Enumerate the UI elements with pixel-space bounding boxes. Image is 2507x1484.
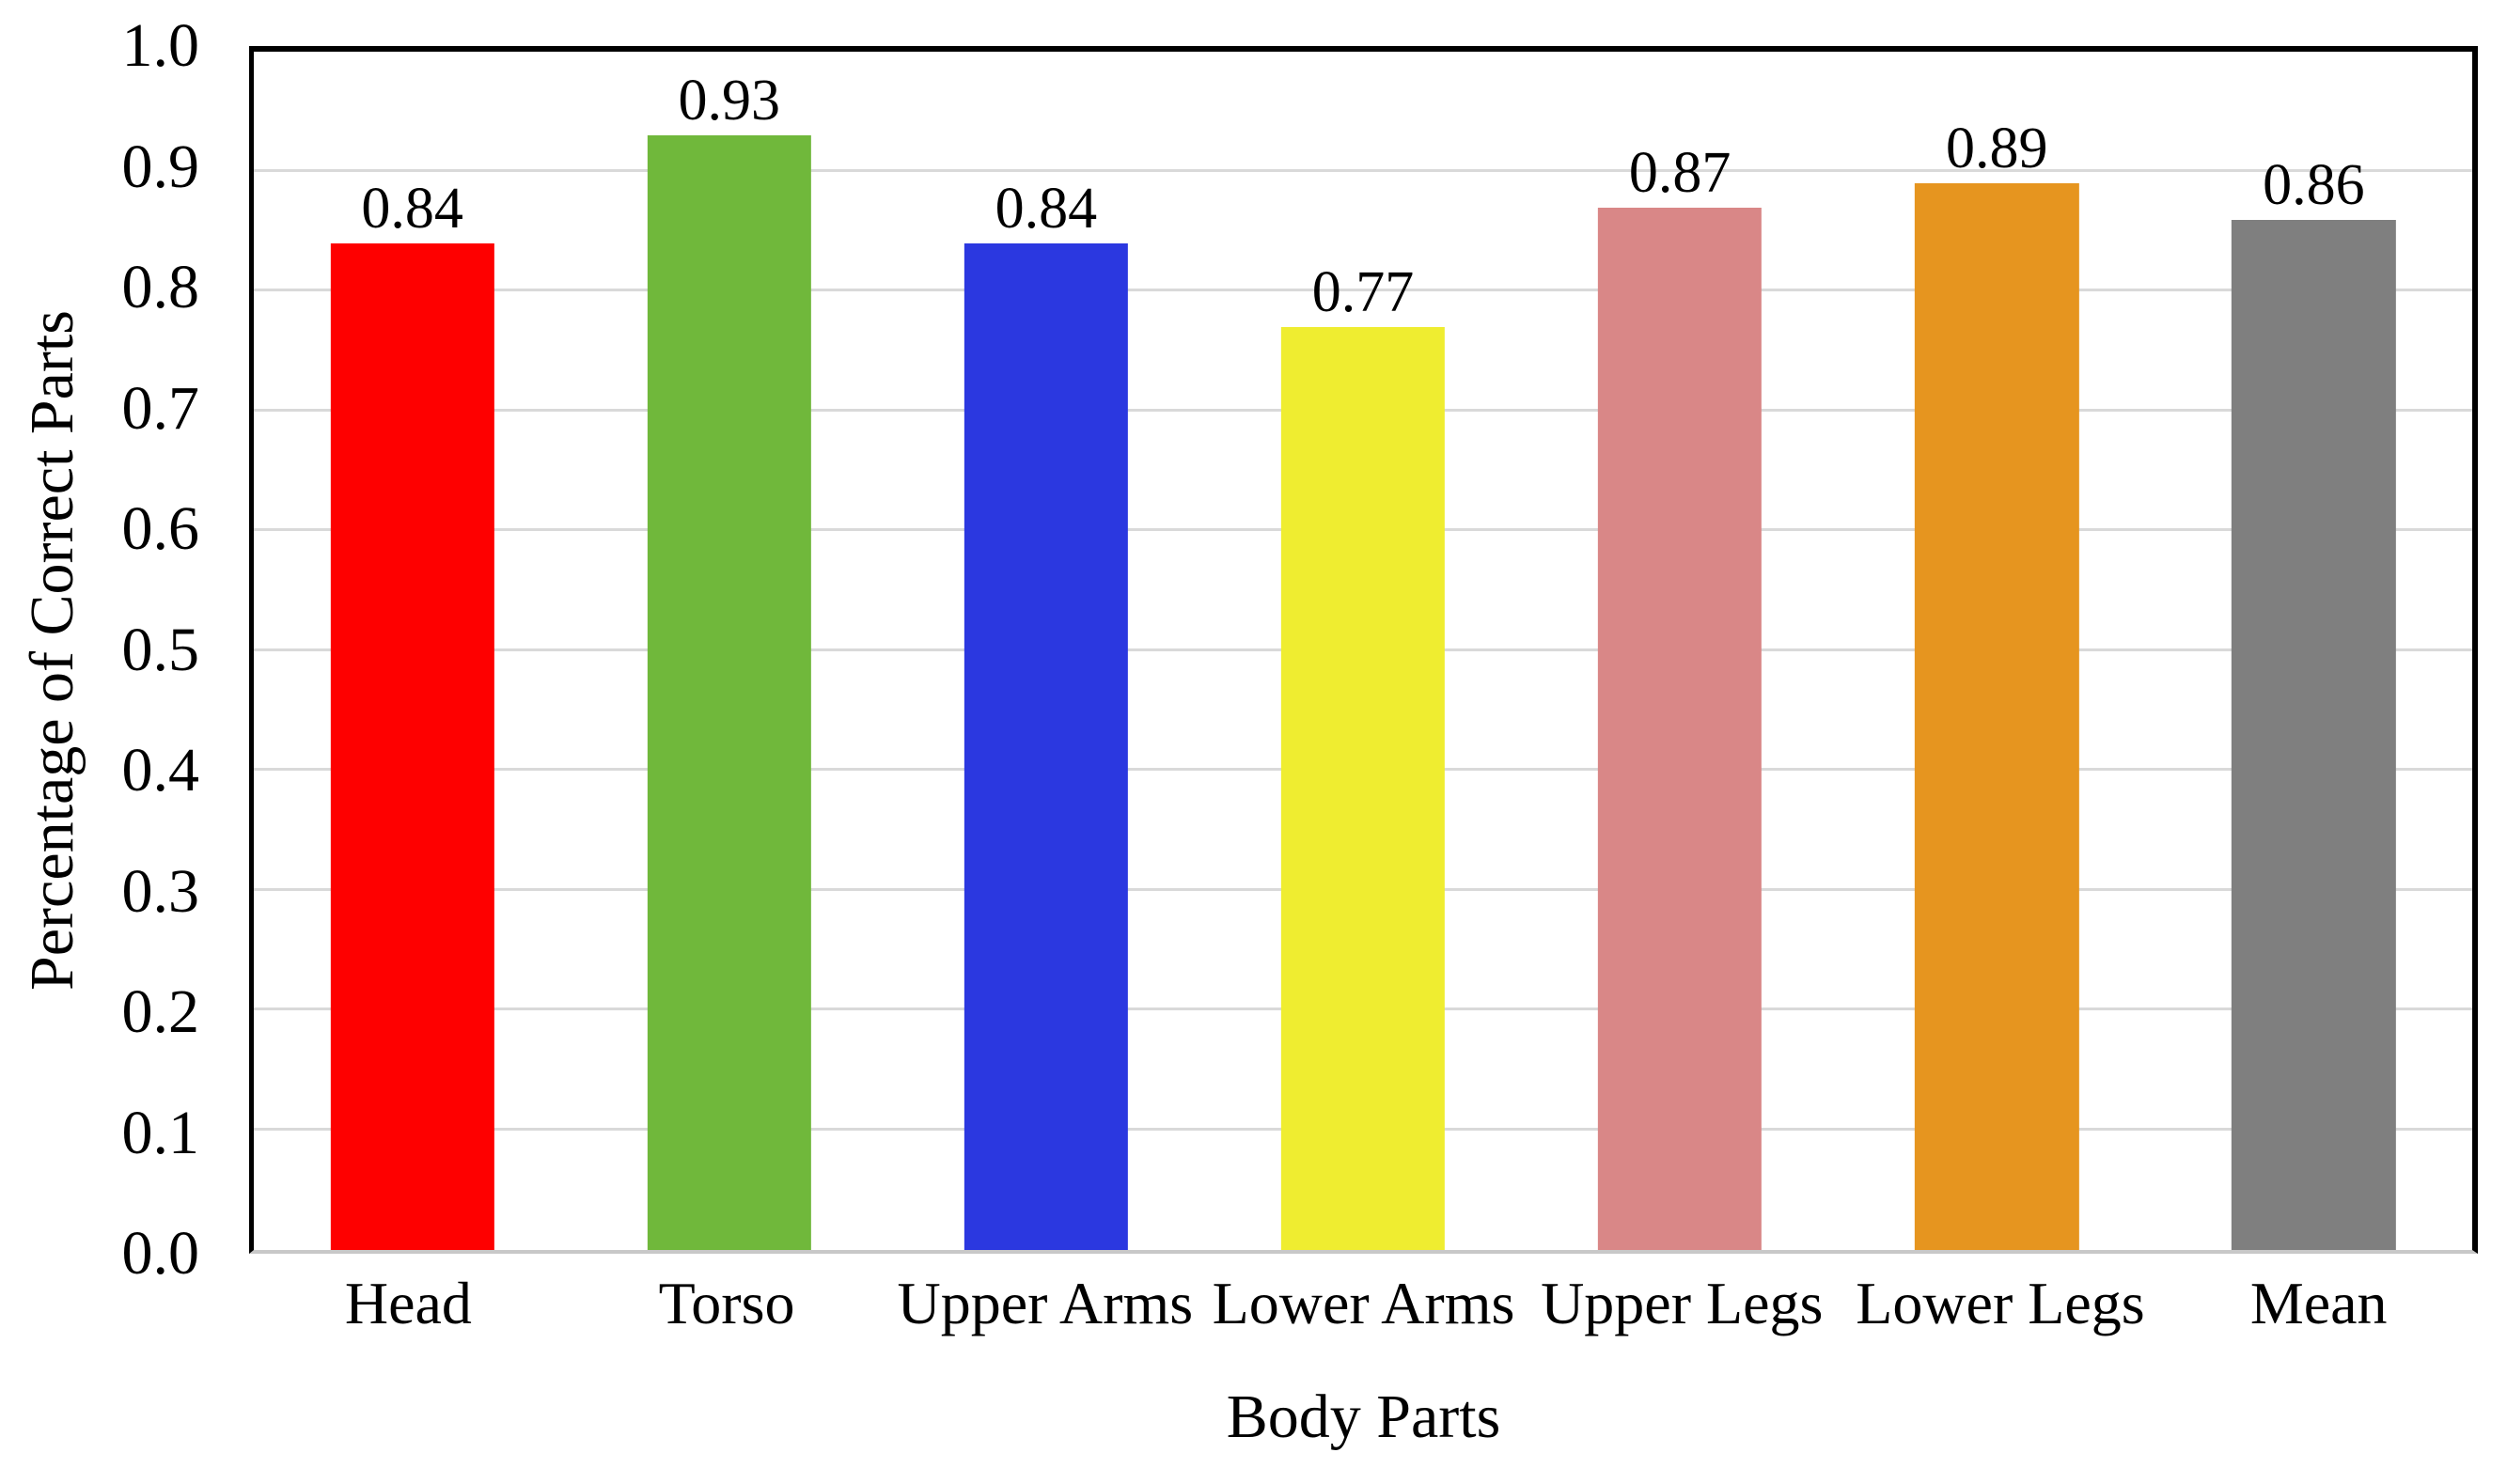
x-category-label: Upper Arms — [897, 1270, 1194, 1336]
y-tick-label: 0.7 — [121, 373, 200, 443]
gridline — [254, 289, 2472, 291]
bar-lower-legs — [1915, 183, 2079, 1250]
bar-column: 0.84 — [254, 52, 571, 1250]
bar-value-label: 0.77 — [1311, 260, 1415, 325]
x-axis-title: Body Parts — [1226, 1382, 1501, 1451]
x-category-label: Upper Legs — [1541, 1270, 1824, 1336]
bar-value-label: 0.93 — [678, 69, 780, 133]
y-tick-label: 0.3 — [121, 856, 200, 926]
bar-column: 0.89 — [1839, 52, 2155, 1250]
bar-head — [330, 243, 494, 1250]
gridline — [254, 168, 2472, 172]
bars-layer: 0.84 0.93 0.84 0.77 0.87 0.89 0.86 — [254, 52, 2472, 1250]
bar-value-label: 0.89 — [1946, 117, 2048, 181]
y-tick-label: 0.6 — [121, 494, 200, 563]
y-tick-label: 0.8 — [121, 253, 200, 321]
x-category-label: Head — [344, 1270, 472, 1336]
bar-column: 0.86 — [2155, 52, 2472, 1250]
bar-column: 0.93 — [571, 52, 887, 1250]
y-axis-tick-labels: 1.0 0.9 0.8 0.7 0.6 0.5 0.4 0.3 0.2 0.1 0.0 — [0, 15, 200, 1285]
bar-value-label: 0.87 — [1628, 140, 1731, 205]
y-tick-label: 1.0 — [121, 11, 200, 80]
bar-upper-legs — [1597, 207, 1763, 1250]
y-tick-label: 0.1 — [121, 1098, 200, 1167]
bar-mean — [2232, 219, 2396, 1250]
y-tick-label: 0.0 — [121, 1219, 200, 1288]
plot-area: 0.84 0.93 0.84 0.77 0.87 0.89 0.86 — [249, 46, 2478, 1254]
y-tick-label: 0.9 — [121, 132, 200, 201]
bar-value-label: 0.84 — [361, 177, 463, 241]
bar-value-label: 0.84 — [995, 177, 1098, 241]
bar-lower-arms — [1280, 327, 1446, 1250]
bar-upper-arms — [964, 243, 1128, 1250]
x-axis-category-labels: Head Torso Upper Arms Lower Arms Upper Legs L… — [249, 1271, 2478, 1336]
bar-column: 0.84 — [887, 52, 1204, 1250]
x-category-label: Torso — [658, 1270, 795, 1336]
y-tick-label: 0.5 — [121, 615, 200, 684]
x-category-label: Lower Legs — [1856, 1270, 2145, 1336]
y-tick-label: 0.4 — [121, 736, 200, 804]
bar-column: 0.77 — [1204, 52, 1521, 1250]
x-category-label: Mean — [2249, 1270, 2388, 1336]
bar-torso — [647, 135, 811, 1250]
x-category-label: Lower Arms — [1212, 1270, 1515, 1336]
y-tick-label: 0.2 — [121, 977, 200, 1046]
bar-value-label: 0.86 — [2263, 152, 2365, 217]
bar-column: 0.87 — [1522, 52, 1839, 1250]
